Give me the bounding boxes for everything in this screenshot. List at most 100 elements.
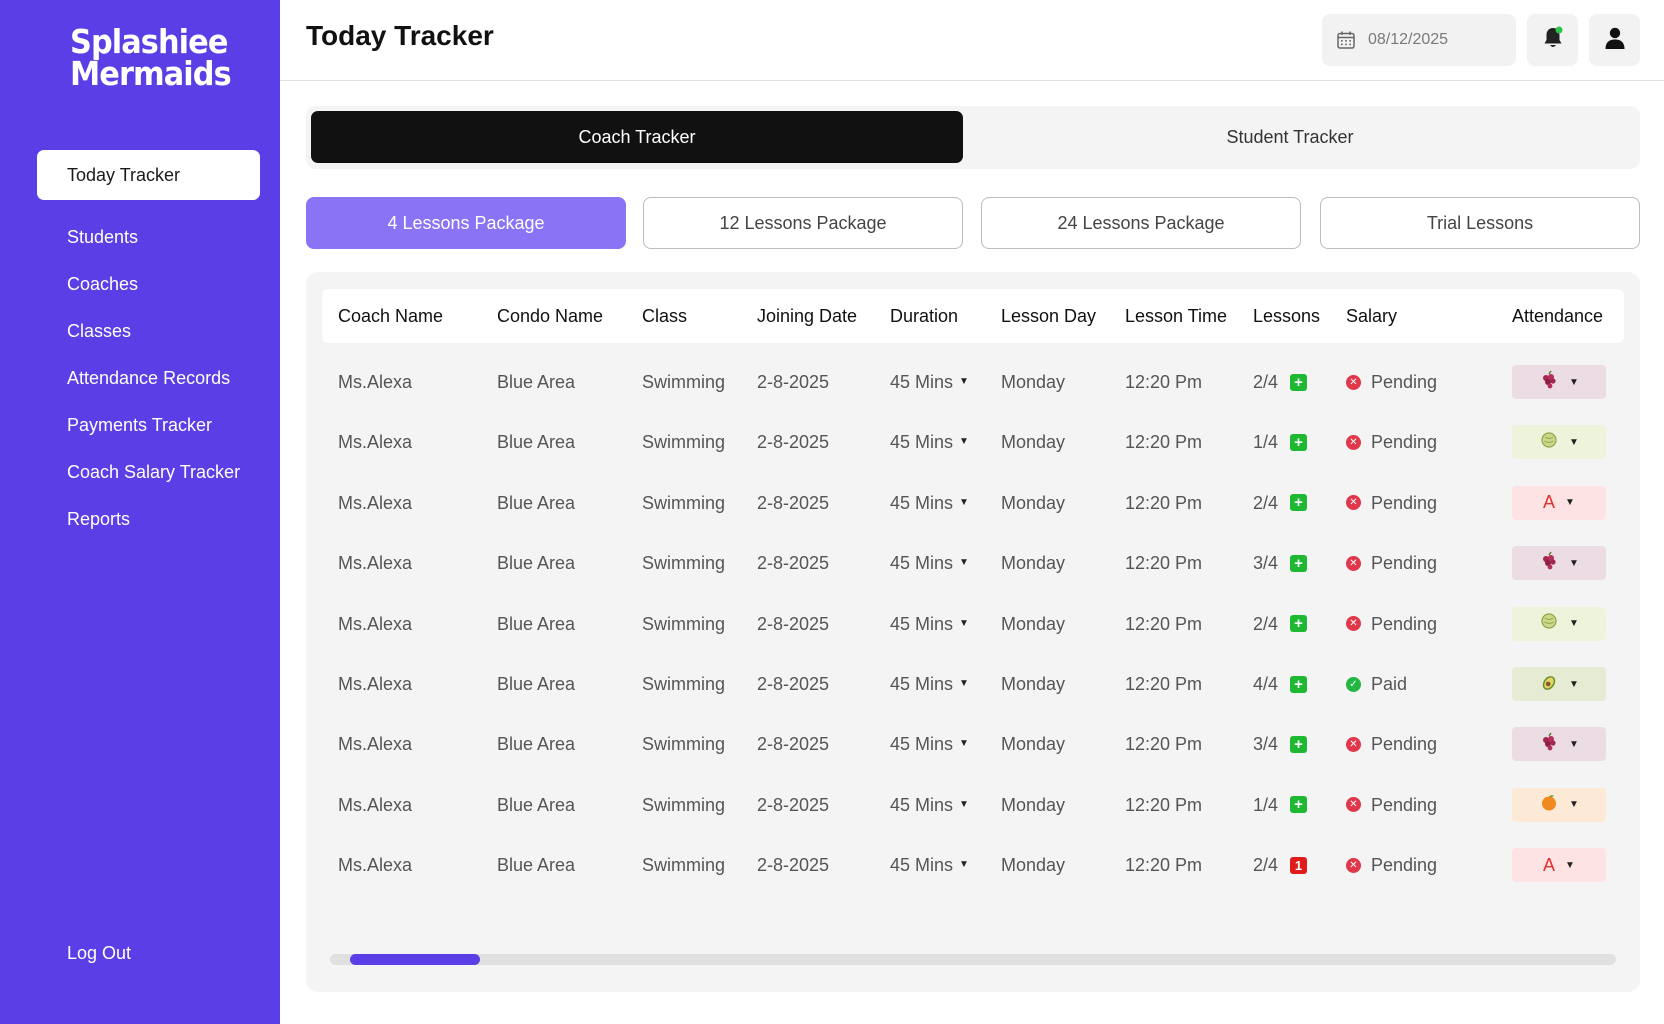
table-header: Coach Name Condo Name Class Joining Date… — [322, 289, 1624, 343]
horizontal-scrollbar[interactable] — [330, 954, 1616, 965]
tab-4-lessons-package[interactable]: 4 Lessons Package — [306, 197, 626, 249]
cell-salary: ✕ Pending — [1346, 592, 1437, 656]
sidebar-item-coach-salary-tracker[interactable]: Coach Salary Tracker — [67, 462, 241, 482]
col-joining-date: Joining Date — [757, 306, 858, 326]
duration-value: 45 Mins — [890, 794, 954, 815]
tab-trial-lessons[interactable]: Trial Lessons — [1320, 197, 1640, 249]
sidebar-item-attendance-records[interactable]: Attendance Records — [67, 368, 231, 388]
scrollbar-thumb[interactable] — [350, 954, 480, 965]
col-lesson-time: Lesson Time — [1125, 306, 1228, 326]
cell-condo-name: Blue Area — [497, 674, 576, 694]
x-circle-icon: ✕ — [1346, 797, 1361, 813]
grape-icon — [1539, 551, 1559, 576]
table-row: Ms.Alexa Blue Area Swimming 2-8-2025 45 … — [306, 350, 1640, 414]
attendance-dropdown[interactable]: ▼ — [1512, 727, 1606, 762]
tab-24-lessons-package[interactable]: 24 Lessons Package — [981, 197, 1301, 249]
duration-value: 45 Mins — [890, 855, 954, 876]
col-salary: Salary — [1346, 306, 1398, 326]
sidebar-item-today-tracker[interactable]: Today Tracker — [37, 150, 260, 200]
add-lesson-button[interactable]: + — [1290, 675, 1308, 693]
x-circle-icon: ✕ — [1346, 555, 1361, 571]
calendar-icon — [1336, 30, 1356, 50]
cell-joining-date: 2-8-2025 — [757, 734, 830, 755]
col-attendance: Attendance — [1512, 306, 1604, 326]
cell-lesson-day: Monday — [1001, 432, 1066, 453]
orange-icon — [1539, 792, 1559, 817]
tab-student-tracker[interactable]: Student Tracker — [1226, 126, 1354, 147]
logout-button[interactable]: Log Out — [67, 943, 132, 963]
cell-lesson-day: Monday — [1001, 553, 1066, 574]
sidebar-item-classes[interactable]: Classes — [67, 321, 132, 341]
avocado-icon — [1539, 672, 1559, 697]
cell-condo-name: Blue Area — [497, 372, 576, 392]
duration-dropdown[interactable]: 45 Mins ▼ — [890, 773, 969, 837]
cell-condo-name: Blue Area — [497, 613, 576, 634]
tracker-table: Coach Name Condo Name Class Joining Date… — [306, 272, 1640, 992]
bell-icon — [1542, 26, 1564, 55]
cell-class: Swimming — [642, 674, 726, 694]
lesson-alert-badge[interactable]: 1 — [1290, 856, 1308, 874]
duration-dropdown[interactable]: 45 Mins ▼ — [890, 833, 969, 897]
duration-dropdown[interactable]: 45 Mins ▼ — [890, 350, 969, 414]
cell-joining-date: 2-8-2025 — [757, 553, 830, 574]
sidebar-item-payments-tracker[interactable]: Payments Tracker — [67, 415, 213, 435]
cell-lesson-time: 12:20 Pm — [1125, 674, 1203, 694]
cell-lessons: 3/4 + — [1253, 531, 1308, 595]
attendance-dropdown[interactable]: ▼ — [1512, 667, 1606, 701]
attendance-dropdown[interactable]: A ▼ — [1512, 485, 1606, 520]
x-circle-icon: ✕ — [1346, 616, 1361, 632]
cell-joining-date: 2-8-2025 — [757, 855, 830, 876]
cell-class: Swimming — [642, 432, 726, 453]
tab-coach-tracker[interactable]: Coach Tracker — [311, 111, 963, 163]
add-lesson-button[interactable]: + — [1290, 615, 1308, 633]
add-lesson-button[interactable]: + — [1290, 433, 1308, 451]
attendance-dropdown[interactable]: ▼ — [1512, 425, 1606, 460]
caret-down-icon: ▼ — [1565, 859, 1575, 871]
cell-coach-name: Ms.Alexa — [338, 553, 413, 574]
salary-status: Pending — [1371, 432, 1438, 453]
cell-lesson-day: Monday — [1001, 855, 1066, 876]
attendance-dropdown[interactable]: ▼ — [1512, 606, 1606, 641]
sidebar-item-coaches[interactable]: Coaches — [67, 274, 139, 294]
duration-dropdown[interactable]: 45 Mins ▼ — [890, 410, 969, 474]
sidebar-item-students[interactable]: Students — [67, 227, 139, 247]
duration-dropdown[interactable]: 45 Mins ▼ — [890, 531, 969, 595]
duration-dropdown[interactable]: 45 Mins ▼ — [890, 652, 969, 716]
duration-dropdown[interactable]: 45 Mins ▼ — [890, 712, 969, 776]
sidebar-item-reports[interactable]: Reports — [67, 509, 131, 529]
add-lesson-button[interactable]: + — [1290, 494, 1308, 512]
notifications-button[interactable] — [1527, 14, 1578, 66]
col-duration: Duration — [890, 306, 959, 326]
salary-status: Pending — [1371, 734, 1438, 755]
date-picker[interactable]: 08/12/2025 — [1322, 14, 1516, 66]
tab-12-lessons-package[interactable]: 12 Lessons Package — [643, 197, 963, 249]
lessons-count: 2/4 — [1253, 855, 1279, 876]
add-lesson-button[interactable]: + — [1290, 373, 1308, 391]
attendance-dropdown[interactable]: ▼ — [1512, 546, 1606, 581]
cell-coach-name: Ms.Alexa — [338, 794, 413, 815]
sidebar-nav: Today Tracker Students Coaches Classes A… — [0, 150, 280, 543]
salary-status: Pending — [1371, 613, 1438, 634]
attendance-dropdown[interactable]: ▼ — [1512, 787, 1606, 822]
cell-lesson-time: 12:20 Pm — [1125, 794, 1203, 815]
duration-dropdown[interactable]: 45 Mins ▼ — [890, 592, 969, 656]
cell-lesson-day: Monday — [1001, 372, 1066, 392]
cell-condo-name: Blue Area — [497, 432, 576, 453]
page-title: Today Tracker — [306, 20, 494, 51]
duration-dropdown[interactable]: 45 Mins ▼ — [890, 471, 969, 535]
cell-lesson-day: Monday — [1001, 492, 1066, 513]
add-lesson-button[interactable]: + — [1290, 796, 1308, 814]
cell-lessons: 3/4 + — [1253, 712, 1308, 776]
attendance-dropdown[interactable]: ▼ — [1512, 365, 1606, 399]
salary-status: Pending — [1371, 553, 1438, 574]
grape-icon — [1539, 732, 1559, 757]
table-row: Ms.Alexa Blue Area Swimming 2-8-2025 45 … — [306, 471, 1640, 535]
top-header: Today Tracker 08/12/2025 — [280, 0, 1664, 81]
brand-line-2: Mermaids — [70, 54, 232, 93]
caret-down-icon: ▼ — [959, 798, 969, 810]
add-lesson-button[interactable]: + — [1290, 554, 1308, 572]
attendance-dropdown[interactable]: A ▼ — [1512, 848, 1606, 883]
add-lesson-button[interactable]: + — [1290, 735, 1308, 753]
profile-button[interactable] — [1589, 14, 1640, 66]
